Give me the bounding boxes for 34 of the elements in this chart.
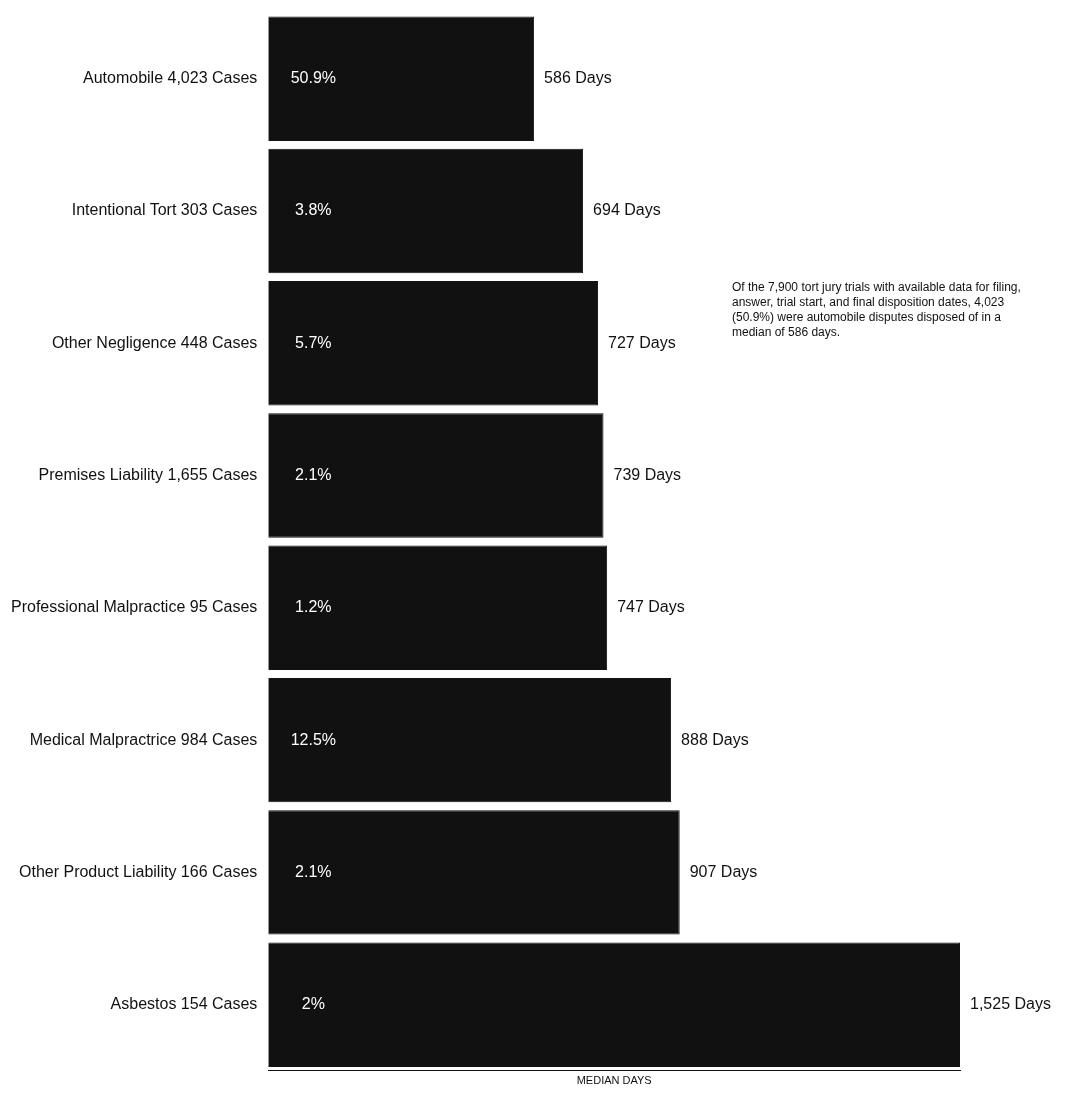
data-label: 888 Days (681, 730, 749, 748)
y-tick-label: Asbestos 154 Cases (110, 995, 258, 1013)
bar (268, 281, 599, 406)
y-tick-label: Intentional Tort 303 Cases (71, 201, 258, 219)
annotation: Of the 7,900 tort jury trials with available data for filing, answer, trial start, and final disposition dates, 4,023 (50.9%) were automobile disputes disposed of in a median of 586 days. (732, 280, 1022, 340)
bar (268, 16, 535, 141)
y-tick-label: Premises Liability 1,655 Cases (38, 465, 258, 483)
bar (268, 413, 604, 538)
data-label: 907 Days (689, 862, 758, 880)
annotation: 12.5% (290, 730, 337, 748)
annotation: 50.9% (290, 69, 337, 87)
bar (268, 942, 960, 1067)
y-tick-label: Automobile 4,023 Cases (83, 69, 258, 87)
annotation: 1.2% (295, 598, 332, 616)
x-axis-title: MEDIAN DAYS (576, 1074, 652, 1087)
data-label: 747 Days (617, 598, 685, 616)
bar (268, 810, 680, 935)
annotation: 2% (301, 995, 325, 1013)
data-label: 739 Days (613, 465, 682, 483)
bar (268, 677, 672, 803)
bar (268, 148, 584, 274)
y-tick-label: Professional Malpractice 95 Cases (10, 598, 258, 616)
annotation: 2.1% (295, 465, 332, 483)
y-tick-label: Other Product Liability 166 Cases (18, 862, 258, 880)
annotation: 2.1% (295, 862, 332, 880)
data-label: 727 Days (608, 333, 676, 351)
data-label: 586 Days (544, 69, 612, 87)
bar (268, 545, 608, 671)
y-tick-label: Medical Malpractrice 984 Cases (29, 730, 258, 748)
y-tick-label: Other Negligence 448 Cases (51, 333, 258, 351)
annotation: 5.7% (295, 333, 332, 351)
annotation: 3.8% (295, 201, 332, 219)
data-label: 1,525 Days (970, 995, 1051, 1013)
data-label: 694 Days (593, 201, 661, 219)
